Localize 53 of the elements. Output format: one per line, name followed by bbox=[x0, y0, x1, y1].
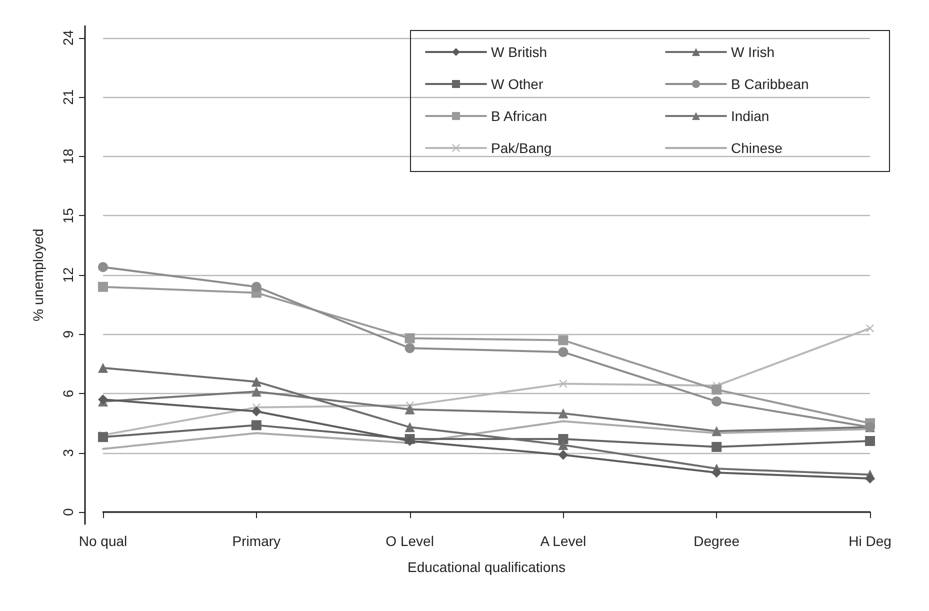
point bbox=[251, 420, 262, 430]
point bbox=[558, 408, 568, 418]
point bbox=[558, 440, 568, 450]
point bbox=[865, 436, 875, 446]
point bbox=[712, 426, 722, 436]
point bbox=[404, 333, 415, 344]
point bbox=[559, 380, 568, 388]
legend-label: B Caribbean bbox=[731, 76, 809, 92]
point bbox=[98, 282, 108, 292]
point bbox=[866, 324, 874, 332]
x-tick-label: A Level bbox=[540, 533, 586, 549]
y-tick-label: 9 bbox=[60, 330, 76, 338]
point bbox=[404, 422, 415, 432]
y-tick-label: 21 bbox=[60, 89, 76, 105]
legend-label: W Other bbox=[491, 76, 544, 92]
point bbox=[98, 432, 108, 442]
point bbox=[712, 396, 722, 406]
legend-label: W British bbox=[491, 44, 547, 60]
point bbox=[251, 376, 262, 387]
y-axis-title: % unemployed bbox=[30, 228, 46, 322]
point bbox=[251, 386, 262, 397]
point bbox=[251, 282, 262, 292]
y-tick-label: 6 bbox=[60, 389, 76, 398]
point bbox=[558, 450, 568, 460]
point bbox=[712, 468, 722, 478]
legend-label: W Irish bbox=[731, 44, 775, 60]
y-tick-label: 18 bbox=[60, 148, 76, 164]
legend-label: Pak/Bang bbox=[491, 140, 552, 156]
point bbox=[712, 384, 722, 395]
point bbox=[712, 442, 722, 452]
x-tick-label: Primary bbox=[232, 533, 281, 549]
point bbox=[98, 262, 108, 272]
x-tick-label: O Level bbox=[386, 533, 434, 549]
y-tick-label: 0 bbox=[60, 508, 76, 516]
legend-label: Chinese bbox=[731, 140, 783, 156]
x-tick-label: No qual bbox=[78, 533, 128, 549]
y-tick-label: 15 bbox=[60, 208, 76, 224]
point bbox=[558, 434, 568, 444]
x-tick-label: Hi Deg bbox=[848, 533, 892, 549]
point bbox=[865, 474, 875, 484]
legend-label: Indian bbox=[731, 108, 770, 124]
point bbox=[251, 406, 262, 416]
point bbox=[98, 362, 108, 373]
legend-label: B African bbox=[491, 108, 548, 124]
x-tick-label: Degree bbox=[694, 533, 740, 549]
point bbox=[404, 343, 415, 354]
point bbox=[404, 404, 415, 414]
y-tick-label: 24 bbox=[60, 30, 76, 46]
x-axis-title: Educational qualifications bbox=[408, 559, 566, 575]
y-tick-label: 3 bbox=[60, 448, 76, 457]
point bbox=[558, 335, 568, 346]
y-tick-label: 12 bbox=[60, 267, 76, 283]
point bbox=[558, 347, 568, 358]
